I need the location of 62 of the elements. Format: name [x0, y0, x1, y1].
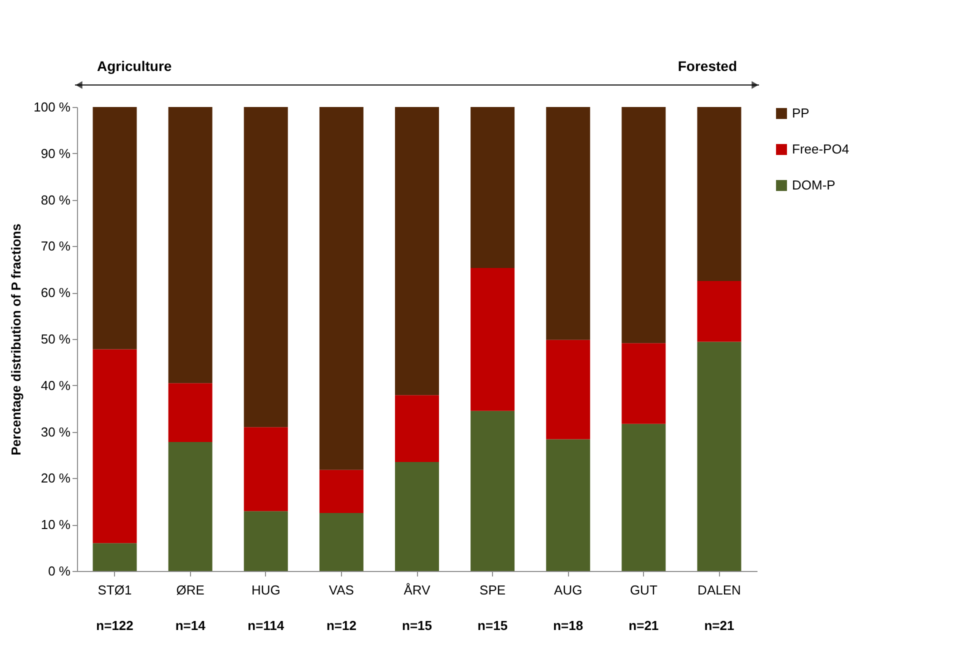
text: n=21	[704, 618, 734, 633]
bar	[244, 511, 288, 571]
x-tick-label: AUG	[554, 582, 582, 598]
text: n=12	[326, 618, 356, 633]
bar	[697, 107, 742, 281]
legend-label: DOM-P	[792, 178, 836, 192]
bar	[319, 513, 364, 571]
bar	[697, 342, 742, 571]
y-tick-label: 40 %	[40, 378, 71, 393]
bar	[244, 107, 288, 428]
x-tick-label: SPE	[480, 582, 506, 598]
bar	[470, 268, 515, 411]
legend-label: PP	[792, 106, 810, 120]
y-tick-label: 0 %	[48, 564, 71, 578]
text: Forested	[678, 58, 737, 74]
text: n=21	[628, 618, 659, 633]
y-tick-label: 50 %	[40, 332, 71, 346]
text: Agriculture	[97, 58, 172, 74]
bar	[92, 107, 137, 350]
bar	[168, 442, 212, 571]
bar	[168, 107, 212, 384]
text: n=122	[96, 618, 134, 633]
bar	[244, 427, 288, 512]
bar	[622, 107, 666, 344]
y-tick-label: 60 %	[40, 285, 71, 300]
text: n=114	[248, 618, 285, 633]
bar	[470, 107, 515, 268]
bar	[168, 383, 212, 442]
legend-label: Free-PO4	[792, 142, 850, 156]
x-tick-label: HUG	[251, 582, 280, 598]
y-tick-label: 90 %	[40, 146, 71, 161]
bar	[546, 107, 590, 340]
text: n=14	[175, 618, 206, 633]
x-tick-label: ÅRV	[404, 582, 431, 598]
bar	[395, 395, 439, 462]
bar	[697, 281, 742, 342]
y-axis-title: Percentage distribution of P fractions	[8, 224, 24, 456]
text: n=18	[553, 618, 584, 633]
bar	[319, 107, 364, 470]
text: n=15	[402, 618, 432, 633]
x-tick-label: DALEN	[698, 582, 741, 598]
x-tick-label: ØRE	[176, 582, 205, 598]
y-tick-label: 80 %	[40, 192, 71, 208]
bar	[546, 340, 590, 440]
y-tick-label: 20 %	[40, 470, 71, 486]
x-tick-label: GUT	[630, 582, 658, 598]
y-tick-label: 70 %	[40, 238, 71, 254]
x-tick-label: VAS	[328, 582, 354, 598]
bar	[622, 343, 666, 424]
bar	[395, 462, 439, 571]
bar	[319, 470, 364, 513]
y-tick-label: 30 %	[40, 424, 71, 440]
bar	[92, 543, 137, 571]
y-tick-label: 10 %	[40, 517, 71, 532]
bar	[92, 349, 137, 544]
bar	[395, 107, 439, 396]
bar	[546, 439, 590, 571]
bar	[622, 424, 666, 571]
bar	[470, 410, 515, 571]
x-tick-label: STØ1	[98, 582, 132, 598]
y-tick-label: 100 %	[34, 100, 71, 114]
text: n=15	[478, 618, 508, 633]
